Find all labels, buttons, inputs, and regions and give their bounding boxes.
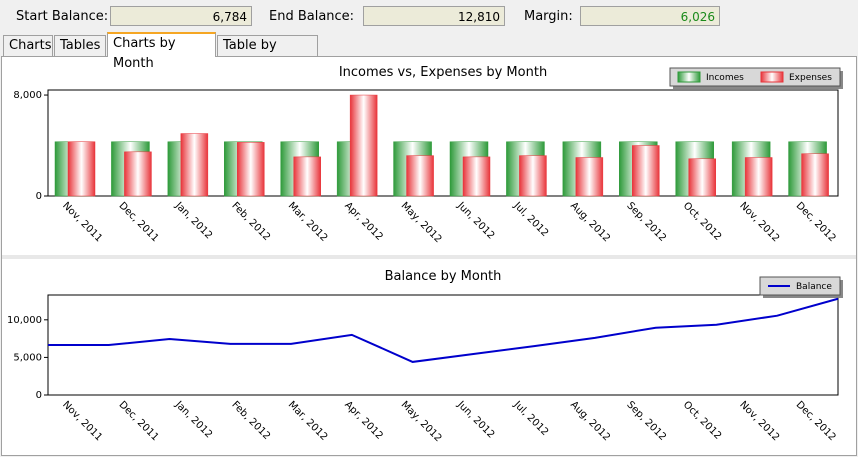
bar [519, 155, 547, 197]
x-tick-label: Sep, 2012 [624, 200, 668, 244]
y-tick-label: 0 [36, 390, 42, 401]
bar [575, 157, 604, 197]
y-tick-label: 8,000 [13, 90, 42, 101]
y-tick-label: 10,000 [7, 315, 42, 326]
x-tick-label: Jan, 2012 [172, 399, 214, 441]
tab[interactable]: Charts [3, 35, 53, 56]
bar [688, 158, 716, 197]
x-tick-label: Jun, 2012 [454, 200, 496, 242]
bar [67, 141, 96, 197]
end-label: End Balance: [269, 9, 355, 24]
x-tick-label: Mar, 2012 [286, 200, 330, 244]
bar [744, 157, 773, 197]
chart-title: Balance by Month [385, 269, 502, 284]
line [48, 297, 839, 363]
legend-label: Expenses [789, 73, 832, 83]
bar [124, 151, 152, 197]
legend [759, 276, 841, 296]
x-tick-label: Nov, 2012 [737, 399, 781, 443]
x-tick-label: Nov, 2011 [60, 399, 104, 443]
x-tick-label: Mar, 2012 [286, 399, 330, 443]
x-tick-label: Feb, 2012 [229, 399, 272, 442]
plot-frame [47, 89, 839, 197]
legend-label: Incomes [706, 73, 744, 83]
margin-label: Margin: [524, 9, 573, 24]
legend [669, 67, 841, 87]
x-tick-label: Jun, 2012 [454, 399, 496, 441]
tab[interactable]: Charts by Month [107, 32, 216, 71]
start-value[interactable]: 6,784 [110, 6, 252, 26]
start-label: Start Balance: [16, 9, 109, 24]
legend-swatch [677, 71, 701, 83]
x-tick-label: Dec, 2012 [794, 399, 838, 443]
y-tick-label: 0 [36, 191, 42, 202]
x-tick-label: Apr, 2012 [342, 399, 385, 442]
legend-swatch [760, 71, 784, 83]
x-tick-label: Oct, 2012 [681, 399, 724, 442]
x-tick-label: Jul, 2012 [511, 399, 551, 439]
x-tick-label: Jan, 2012 [172, 200, 214, 242]
bar [632, 145, 660, 197]
end-value[interactable]: 12,810 [363, 6, 505, 26]
bar [801, 153, 829, 197]
chart-title: Incomes vs, Expenses by Month [339, 65, 547, 80]
x-tick-label: May, 2012 [399, 399, 444, 444]
x-tick-label: Dec, 2011 [117, 200, 161, 244]
tab[interactable]: Tables [54, 35, 106, 56]
x-tick-label: May, 2012 [399, 200, 444, 245]
x-tick-label: Nov, 2011 [60, 200, 104, 244]
x-tick-label: Sep, 2012 [624, 399, 668, 443]
margin-value[interactable]: 6,026 [580, 6, 720, 26]
x-tick-label: Dec, 2012 [794, 200, 838, 244]
x-tick-label: Oct, 2012 [681, 200, 724, 243]
bar [180, 133, 209, 197]
x-tick-label: Dec, 2011 [117, 399, 161, 443]
bar [406, 155, 434, 197]
plot-frame [47, 294, 839, 396]
x-tick-label: Nov, 2012 [737, 200, 781, 244]
y-tick-label: 5,000 [13, 352, 42, 363]
bar [293, 156, 321, 197]
legend-label: Balance [796, 282, 832, 292]
x-tick-label: Apr, 2012 [342, 200, 385, 243]
x-tick-label: Jul, 2012 [511, 200, 551, 240]
bar [237, 142, 265, 197]
bar [462, 156, 491, 197]
bar [349, 94, 378, 197]
x-tick-label: Aug, 2012 [568, 200, 612, 244]
x-tick-label: Feb, 2012 [229, 200, 272, 243]
x-tick-label: Aug, 2012 [568, 399, 612, 443]
